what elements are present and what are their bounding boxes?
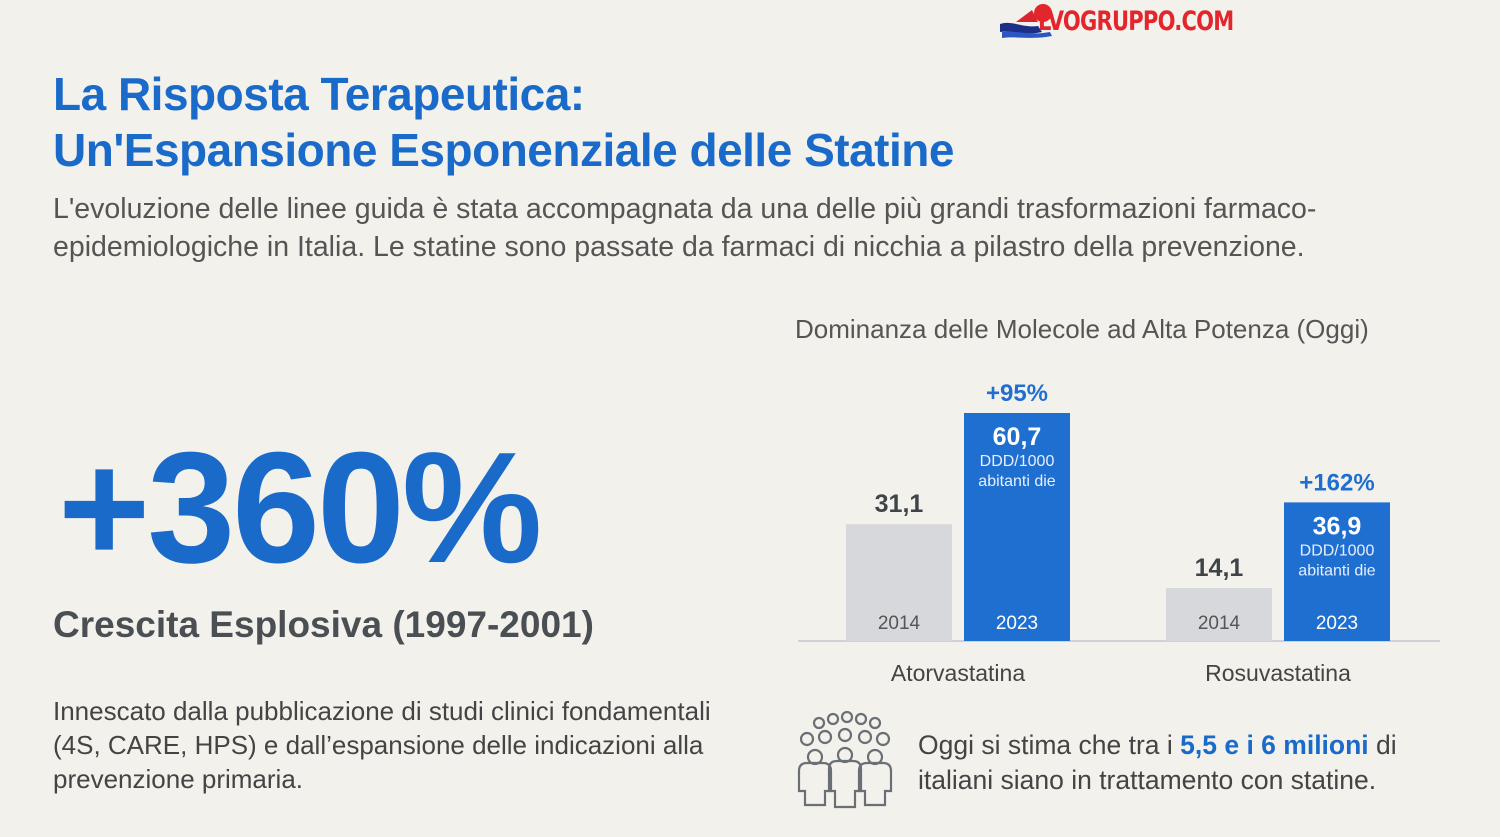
bar-year-label: 2014 [878,613,921,634]
bar-unit-label: DDD/1000 [1300,542,1375,559]
bar-atorvastatina-2023 [964,413,1070,641]
growth-label: +162% [1299,469,1374,496]
bar-unit-label: DDD/1000 [980,453,1055,470]
growth-label: +95% [986,380,1048,407]
growth-stat-label: Crescita Esplosiva (1997-2001) [53,604,594,645]
page-title: La Risposta Terapeutica: Un'Espansione E… [53,66,954,178]
bar-year-label: 2023 [1316,613,1358,634]
footer-highlight: 5,5 e i 6 milioni [1180,730,1369,760]
footer-text-before: Oggi si stima che tra i [918,730,1181,760]
logo-mark-icon [1000,4,1052,38]
category-label: Atorvastatina [891,660,1025,686]
bar-atorvastatina-2014 [846,524,952,641]
category-label: Rosuvastatina [1205,660,1351,686]
bar-unit-label: abitanti die [1298,562,1375,579]
people-group-icon [797,711,893,809]
bar-value-label: 31,1 [875,490,924,518]
intro-paragraph: L'evoluzione delle linee guida è stata a… [53,193,1317,263]
title-line-1: La Risposta Terapeutica: [53,68,585,120]
bar-value-label: 60,7 [993,423,1042,451]
bar-rosuvastatina-2023 [1284,502,1390,641]
logo: LVOGRUPPO.COM [998,2,1248,44]
growth-stat-value: +360% [58,420,542,596]
logo-text: LVOGRUPPO.COM [1038,6,1234,37]
treatment-estimate-text: Oggi si stima che tra i 5,5 e i 6 milion… [918,728,1478,798]
bar-year-label: 2023 [996,613,1038,634]
bar-rosuvastatina-2014 [1166,588,1272,641]
growth-stat-description: Innescato dalla pubblicazione di studi c… [53,696,711,794]
title-line-2: Un'Espansione Esponenziale delle Statine [53,124,954,176]
bar-chart: 2014 31,1 2023 60,7 DDD/1000 abitanti die +95%… [798,380,1440,686]
chart-title: Dominanza delle Molecole ad Alta Potenza… [795,314,1369,344]
footer-text-after: di italiani siano in trattamento con sta… [918,730,1397,795]
bar-year-label: 2014 [1198,613,1241,634]
bar-value-label: 36,9 [1313,512,1362,540]
bar-unit-label: abitanti die [978,473,1055,490]
bar-value-label: 14,1 [1195,554,1244,582]
